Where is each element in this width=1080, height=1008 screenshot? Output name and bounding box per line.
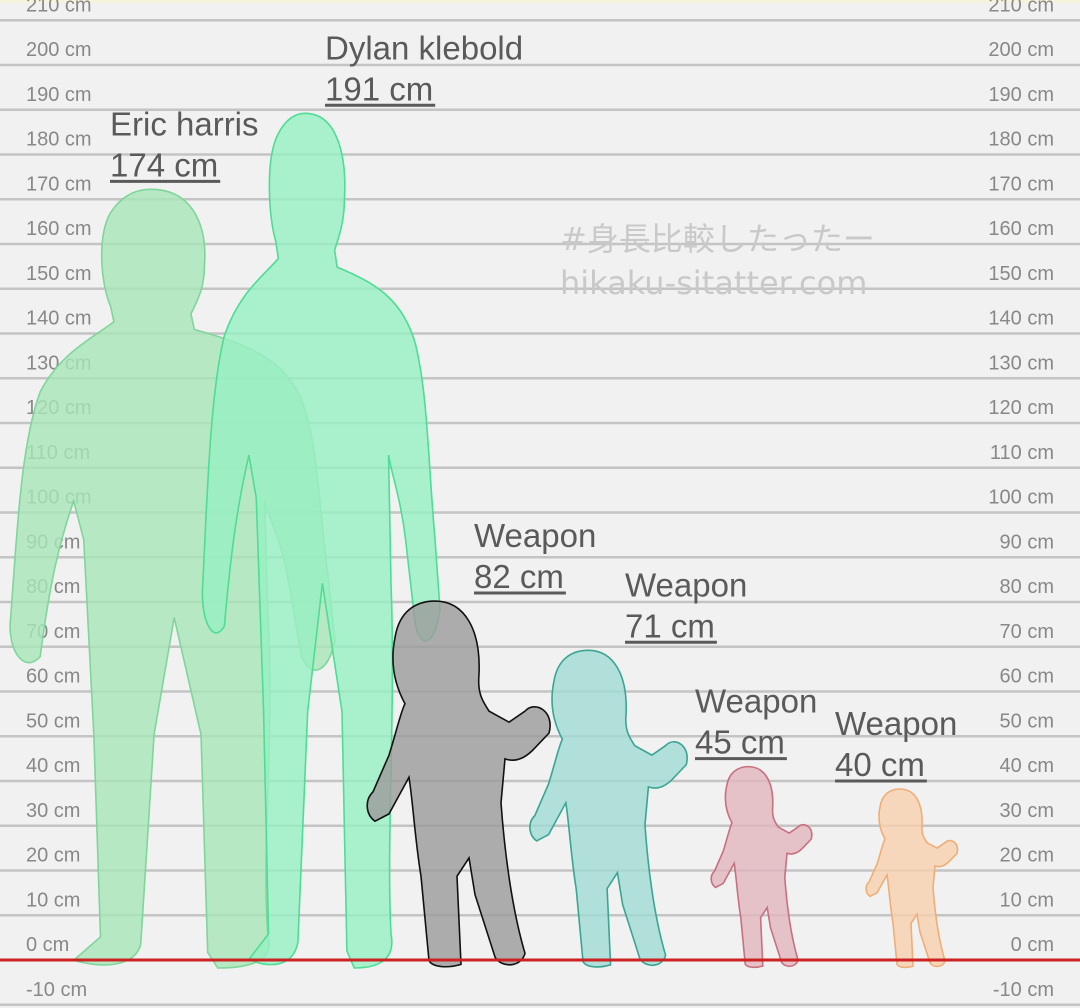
- figure-name-label: Weapon: [625, 566, 747, 603]
- y-tick-label-left: 190 cm: [26, 84, 92, 106]
- figure-name-label: Weapon: [835, 705, 957, 742]
- y-tick-label-left: 20 cm: [26, 845, 80, 867]
- y-tick-label-left: 170 cm: [26, 173, 92, 195]
- y-tick-label-left: 200 cm: [26, 39, 92, 61]
- figure-name-label: Dylan klebold: [325, 29, 523, 66]
- y-tick-label-right: 130 cm: [988, 352, 1054, 374]
- y-tick-label-left: 140 cm: [26, 308, 92, 330]
- y-tick-label-right: 120 cm: [988, 397, 1054, 419]
- person-silhouette-1: [202, 113, 440, 968]
- figure-labels: Eric harris 174 cm Dylan klebold 191 cm Weap…: [110, 29, 957, 783]
- y-tick-label-right: 140 cm: [988, 308, 1054, 330]
- y-tick-label-left: 150 cm: [26, 263, 92, 285]
- y-tick-label-right: 60 cm: [1000, 666, 1054, 688]
- figure-silhouette: [711, 767, 812, 968]
- top-strip: [0, 0, 1080, 3]
- figure-name-label: Weapon: [695, 683, 817, 720]
- figure-height-label: 71 cm: [625, 607, 715, 644]
- y-tick-label-right: -10 cm: [993, 979, 1054, 1001]
- y-tick-label-left: 40 cm: [26, 755, 80, 777]
- y-tick-label-right: 110 cm: [990, 442, 1054, 464]
- y-tick-label-left: 50 cm: [26, 710, 80, 732]
- person-silhouette-5: [866, 789, 957, 967]
- y-tick-label-right: 190 cm: [988, 84, 1054, 106]
- y-tick-label-right: 180 cm: [988, 129, 1054, 151]
- figure-silhouette: [530, 650, 687, 967]
- figure-silhouette: [202, 113, 440, 968]
- y-tick-label-right: 50 cm: [1000, 710, 1054, 732]
- figure-height-label: 174 cm: [110, 146, 218, 183]
- y-tick-label-right: 150 cm: [988, 263, 1054, 285]
- y-tick-label-right: 40 cm: [1000, 755, 1054, 777]
- figure-height-label: 191 cm: [325, 70, 433, 107]
- figures: [10, 113, 958, 968]
- figure-name-label: Eric harris: [110, 105, 259, 142]
- y-tick-label-right: 90 cm: [1000, 531, 1054, 553]
- y-tick-label-left: 0 cm: [26, 934, 69, 956]
- figure-name-label: Weapon: [474, 517, 596, 554]
- y-tick-label-right: 100 cm: [988, 487, 1054, 509]
- y-tick-label-left: -10 cm: [26, 979, 87, 1001]
- y-tick-label-left: 160 cm: [26, 218, 92, 240]
- y-tick-label-left: 60 cm: [26, 666, 80, 688]
- y-tick-label-right: 170 cm: [988, 173, 1054, 195]
- y-tick-label-right: 70 cm: [1000, 621, 1054, 643]
- y-tick-label-left: 210 cm: [26, 0, 92, 16]
- figure-height-label: 45 cm: [695, 724, 785, 761]
- figure-height-label: 40 cm: [835, 746, 925, 783]
- person-silhouette-2: [367, 601, 550, 967]
- figure-silhouette: [866, 789, 957, 967]
- figure-silhouette: [367, 601, 550, 967]
- figure-height-label: 82 cm: [474, 558, 564, 595]
- y-tick-label-right: 0 cm: [1011, 934, 1054, 956]
- y-tick-label-right: 80 cm: [1000, 576, 1054, 598]
- watermark-text: hikaku-sitatter.com: [560, 264, 867, 302]
- y-tick-label-left: 180 cm: [26, 129, 92, 151]
- watermark-text: #身長比較したったー: [560, 220, 875, 258]
- y-tick-label-left: 30 cm: [26, 800, 80, 822]
- y-tick-label-right: 160 cm: [988, 218, 1054, 240]
- person-silhouette-4: [711, 767, 812, 968]
- y-tick-label-right: 200 cm: [988, 39, 1054, 61]
- y-tick-label-right: 10 cm: [1000, 889, 1054, 911]
- person-silhouette-3: [530, 650, 687, 967]
- y-tick-label-right: 20 cm: [1000, 845, 1054, 867]
- y-tick-label-right: 30 cm: [1000, 800, 1054, 822]
- y-tick-label-right: 210 cm: [988, 0, 1054, 16]
- y-tick-label-left: 10 cm: [26, 889, 80, 911]
